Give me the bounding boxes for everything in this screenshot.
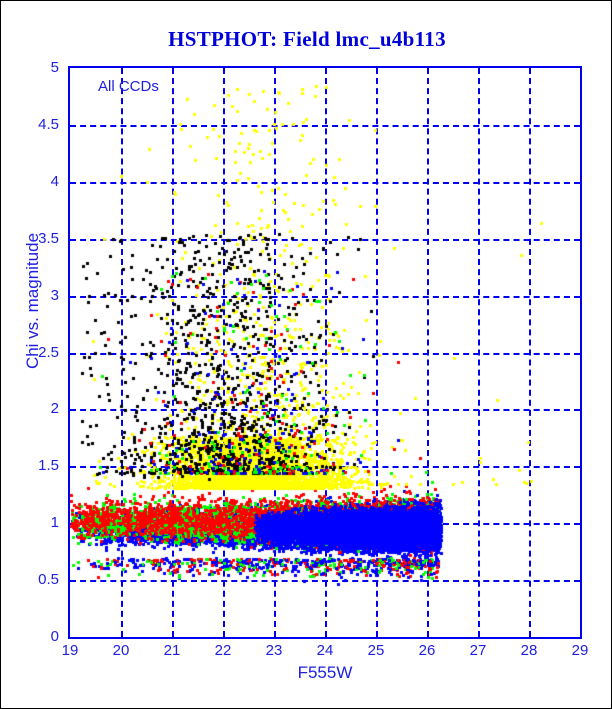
y-axis-tick-label: 5 <box>50 59 59 76</box>
x-axis-tick-label: 23 <box>265 642 283 659</box>
x-axis-tick-label: 25 <box>367 642 385 659</box>
y-axis-tick-label: 0.5 <box>38 571 59 589</box>
y-axis-tick-label: 2 <box>50 400 59 418</box>
y-axis-tick-label: 3.5 <box>38 229 59 247</box>
plot-annotation: All CCDs <box>98 78 159 95</box>
x-axis-tick-label: 22 <box>214 642 232 659</box>
x-axis-tick-label: 29 <box>571 642 589 659</box>
x-axis-tick-label: 27 <box>469 642 487 659</box>
scatter-plot-canvas <box>70 68 580 637</box>
y-axis-tick-label: 0 <box>50 628 59 645</box>
x-axis-tick-label: 20 <box>112 642 130 659</box>
y-axis-tick-label: 3 <box>50 286 59 304</box>
y-axis-tick-label: 1.5 <box>38 457 59 475</box>
plot-area: All CCDs <box>68 66 582 639</box>
y-axis-tick-label: 2.5 <box>38 343 59 361</box>
x-axis-tick-label: 21 <box>163 642 181 659</box>
y-axis-tick-label: 1 <box>50 514 59 532</box>
x-axis-tick-label: 28 <box>520 642 538 659</box>
y-axis-tick-label: 4.5 <box>38 115 59 133</box>
x-axis-tick-label: 26 <box>418 642 436 659</box>
x-axis-tick-label: 24 <box>316 642 334 659</box>
y-axis-tick-label: 4 <box>50 172 59 190</box>
x-axis-tick-label: 19 <box>61 642 79 659</box>
x-axis-label: F555W <box>297 663 353 682</box>
page-title: HSTPHOT: Field lmc_u4b113 <box>168 27 446 51</box>
